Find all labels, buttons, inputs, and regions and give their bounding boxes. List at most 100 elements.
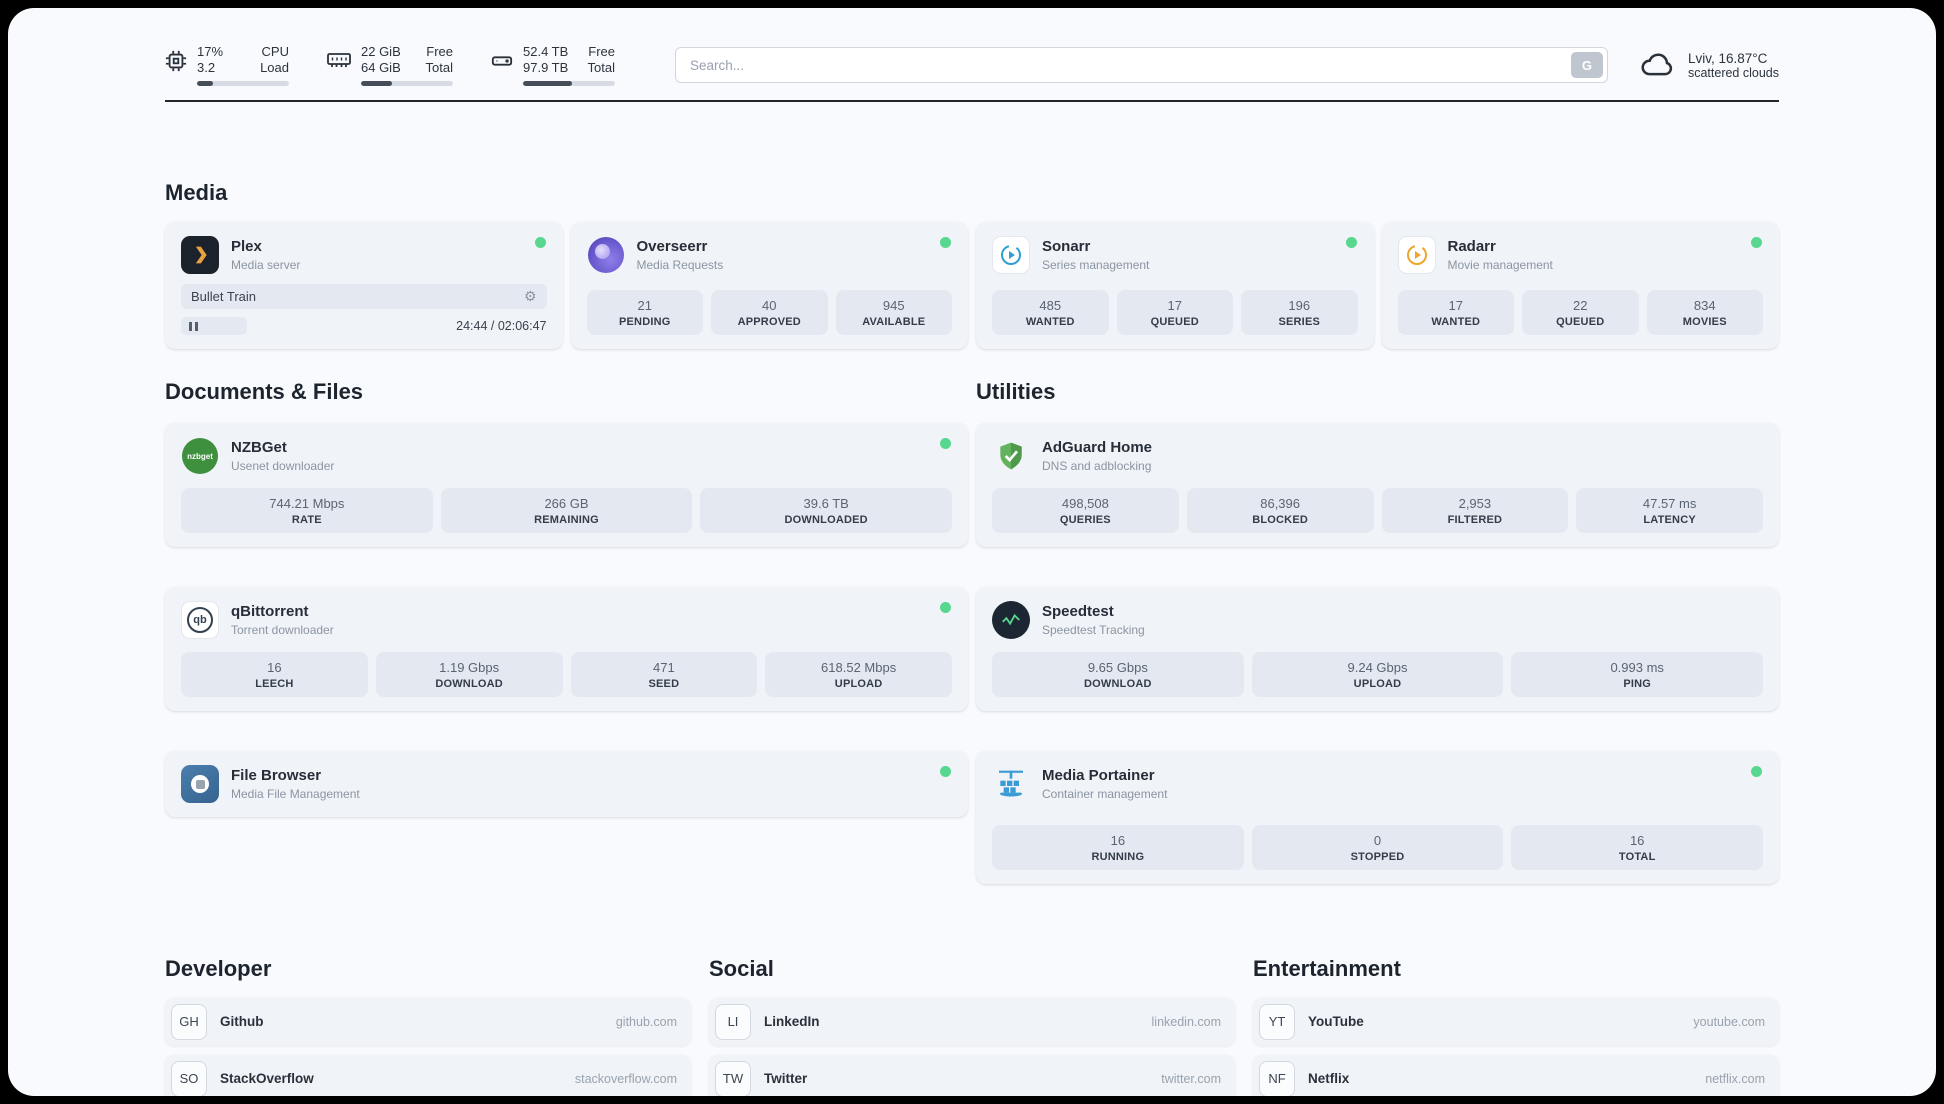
section-title-utilities: Utilities (976, 379, 1056, 404)
app-card-adguard[interactable]: AdGuard Home DNS and adblocking 498,508 Q… (976, 423, 1779, 547)
github-icon: GH (171, 1003, 207, 1040)
status-dot (940, 766, 951, 777)
ram-progress-bar (361, 81, 453, 86)
qbittorrent-icon: qb (181, 601, 219, 639)
stat-tile: 0.993 ms PING (1511, 652, 1764, 697)
stat-tile: 22 QUEUED (1522, 290, 1639, 335)
section-title-social: Social (709, 956, 774, 981)
cpu-widget: 17% 3.2 CPU Load (165, 44, 289, 86)
status-dot (940, 237, 951, 248)
disk-free: 52.4 TB (523, 44, 569, 59)
stat-tile: 618.52 Mbps UPLOAD (765, 652, 952, 697)
app-card-plex[interactable]: Plex Media server Bullet Train ⚙ 24:44 /… (165, 222, 563, 349)
stackoverflow-icon: SO (171, 1060, 207, 1096)
ram-icon (327, 50, 351, 75)
header-divider (165, 100, 1779, 102)
status-dot (940, 438, 951, 449)
app-name: Radarr (1447, 238, 1496, 255)
stat-tile: 16 RUNNING (992, 825, 1244, 870)
netflix-icon: NF (1259, 1060, 1295, 1096)
radarr-icon (1397, 236, 1436, 274)
app-desc: Media Requests (636, 258, 724, 272)
stat-tile: 196 SERIES (1241, 290, 1358, 335)
status-dot (534, 237, 546, 248)
disk-progress-bar (523, 81, 615, 86)
app-desc: Container management (1042, 787, 1168, 801)
stat-tile: 9.24 Gbps UPLOAD (1251, 652, 1504, 697)
plex-player-row: 24:44 / 02:06:47 (181, 317, 547, 335)
app-card-speedtest[interactable]: Speedtest Speedtest Tracking 9.65 Gbps DO… (976, 587, 1779, 711)
disk-label-bottom: Total (587, 60, 615, 75)
utilities-column: Utilities AdGuard Home DNS and adblockin… (976, 379, 1779, 884)
twitter-icon: TW (715, 1060, 751, 1096)
app-name: Plex (231, 238, 262, 255)
app-card-sonarr[interactable]: Sonarr Series management 485 WANTED 17 QUE… (976, 222, 1374, 349)
ram-label-bottom: Total (425, 60, 453, 75)
stat-tile: 17 QUEUED (1116, 290, 1233, 335)
cpu-label-bottom: Load (260, 60, 289, 75)
app-desc: Movie management (1447, 258, 1553, 272)
bookmark-twitter[interactable]: TW Twitter twitter.com (709, 1055, 1235, 1096)
stat-tile: 17 WANTED (1397, 290, 1514, 335)
disk-label-top: Free (588, 44, 615, 59)
developer-column: Developer GH Github github.com SO StackO… (165, 956, 691, 1096)
bookmark-github[interactable]: GH Github github.com (165, 998, 691, 1045)
app-name: AdGuard Home (1042, 439, 1153, 456)
bookmark-netflix[interactable]: NF Netflix netflix.com (1253, 1055, 1779, 1096)
disk-widget: 52.4 TB 97.9 TB Free Total (491, 44, 615, 86)
entertainment-column: Entertainment YT YouTube youtube.com NF … (1253, 956, 1779, 1096)
app-desc: DNS and adblocking (1042, 459, 1152, 473)
stat-tile: 834 MOVIES (1646, 290, 1763, 335)
portainer-icon (992, 765, 1030, 803)
app-desc: Series management (1042, 258, 1150, 272)
stat-tile: 744.21 Mbps RATE (181, 488, 433, 533)
cpu-icon (165, 50, 187, 77)
app-desc: Torrent downloader (231, 623, 334, 637)
filebrowser-icon (181, 765, 219, 803)
playback-time: 24:44 / 02:06:47 (456, 319, 547, 333)
documents-column: Documents & Files nzbget NZBGet Usenet d… (165, 379, 968, 817)
search-container: G (675, 47, 1608, 83)
app-card-portainer[interactable]: Media Portainer Container management 16 R… (976, 751, 1779, 884)
stat-tile: 86,396 BLOCKED (1186, 488, 1374, 533)
app-name: NZBGet (231, 439, 287, 456)
section-title-media: Media (165, 180, 228, 205)
stat-tile: 945 AVAILABLE (835, 290, 952, 335)
cloud-icon (1638, 47, 1676, 84)
overseerr-icon (587, 236, 625, 274)
status-dot (1751, 237, 1762, 248)
plex-icon (181, 236, 219, 274)
app-card-overseerr[interactable]: Overseerr Media Requests 21 PENDING 40 APP… (570, 222, 968, 349)
adguard-icon (992, 437, 1030, 475)
top-bar: 17% 3.2 CPU Load (165, 44, 1779, 86)
search-input[interactable] (675, 47, 1608, 83)
stat-tile: 21 PENDING (586, 290, 703, 335)
app-card-nzbget[interactable]: nzbget NZBGet Usenet downloader 744.21 M… (165, 423, 968, 547)
cpu-progress-bar (197, 81, 289, 86)
youtube-icon: YT (1259, 1003, 1295, 1040)
stat-tile: 485 WANTED (992, 290, 1109, 335)
gear-icon[interactable]: ⚙ (523, 288, 537, 304)
nzbget-icon: nzbget (181, 437, 219, 475)
app-card-filebrowser[interactable]: File Browser Media File Management (165, 751, 968, 817)
stat-tile: 2,953 FILTERED (1381, 488, 1569, 533)
app-name: Sonarr (1042, 238, 1091, 255)
stat-tile: 498,508 QUERIES (992, 488, 1179, 533)
ram-label-top: Free (426, 44, 453, 59)
ram-widget: 22 GiB 64 GiB Free Total (327, 44, 453, 86)
app-card-qbittorrent[interactable]: qb qBittorrent Torrent downloader 16 LEEC… (165, 587, 968, 711)
bookmark-linkedin[interactable]: LI LinkedIn linkedin.com (709, 998, 1235, 1045)
app-card-radarr[interactable]: Radarr Movie management 17 WANTED 22 QUEUE… (1381, 222, 1779, 349)
speedtest-icon (992, 601, 1030, 639)
bookmark-stackoverflow[interactable]: SO StackOverflow stackoverflow.com (165, 1055, 691, 1096)
bookmark-youtube[interactable]: YT YouTube youtube.com (1253, 998, 1779, 1045)
dashboard-page: 17% 3.2 CPU Load (8, 8, 1936, 1096)
ram-total: 64 GiB (361, 60, 401, 75)
status-dot (940, 602, 951, 613)
stat-tile: 266 GB REMAINING (440, 488, 693, 533)
stat-tile: 9.65 Gbps DOWNLOAD (992, 652, 1244, 697)
app-desc: Usenet downloader (231, 459, 335, 473)
search-engine-button[interactable]: G (1570, 52, 1603, 78)
social-column: Social LI LinkedIn linkedin.com TW Twitt… (709, 956, 1235, 1096)
pause-button[interactable] (181, 317, 247, 335)
